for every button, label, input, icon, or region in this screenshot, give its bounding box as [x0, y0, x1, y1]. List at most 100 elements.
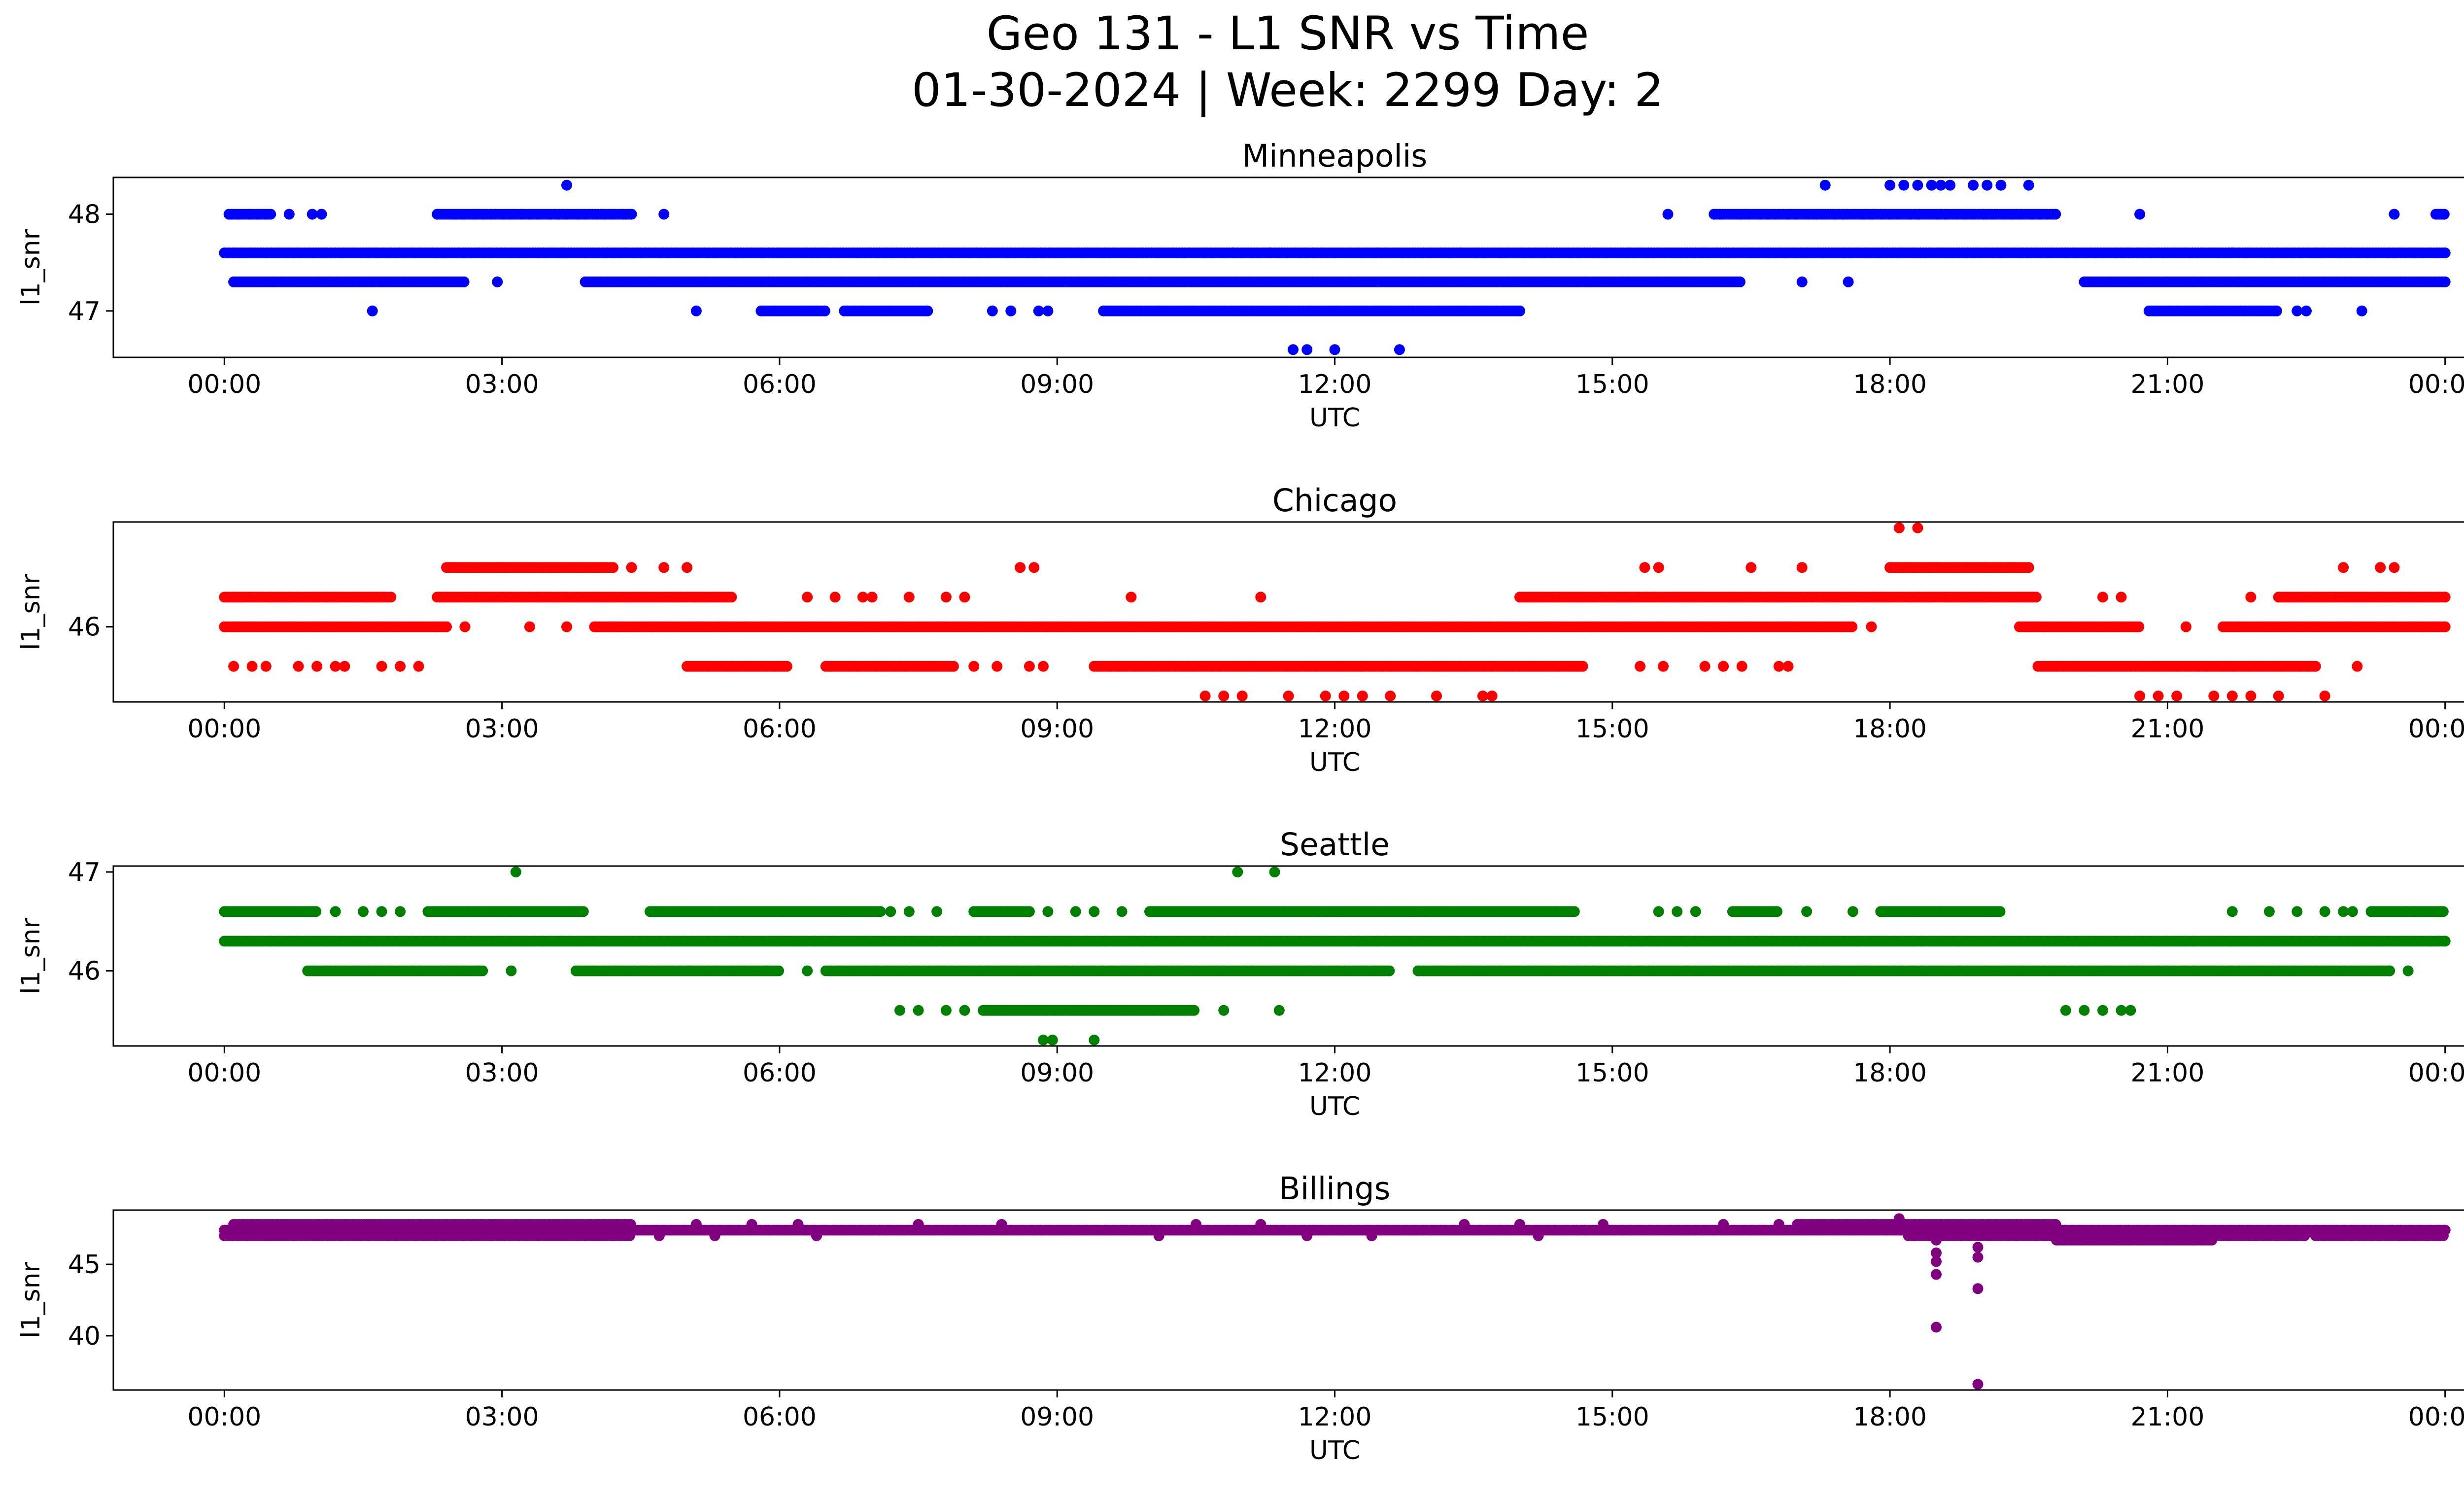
data-point	[441, 621, 452, 632]
data-point	[2439, 621, 2451, 632]
data-point	[819, 305, 830, 316]
data-point	[2338, 562, 2349, 573]
x-tick-label: 09:00	[1020, 370, 1094, 399]
data-point	[1912, 522, 1923, 533]
data-point	[607, 562, 618, 573]
data-point	[1288, 344, 1299, 355]
data-point	[2439, 936, 2451, 947]
data-point	[1639, 562, 1650, 573]
x-tick-label: 06:00	[743, 370, 817, 399]
data-point	[395, 661, 406, 672]
data-point	[2133, 621, 2145, 632]
data-point	[781, 661, 792, 672]
data-point	[1945, 179, 1956, 191]
data-point	[1935, 179, 1947, 191]
data-point	[1893, 522, 1905, 533]
data-point	[1699, 661, 1711, 672]
data-point	[658, 562, 670, 573]
data-point	[682, 562, 693, 573]
data-point	[2356, 305, 2367, 316]
data-point	[1866, 621, 1877, 632]
data-point	[1968, 179, 1979, 191]
data-point	[2375, 562, 2386, 573]
data-point	[940, 591, 952, 603]
data-point	[626, 209, 637, 220]
data-point	[1199, 691, 1211, 701]
data-point	[260, 661, 272, 672]
data-point	[1454, 247, 1465, 259]
x-tick-label: 03:00	[465, 370, 539, 399]
data-point	[330, 661, 341, 672]
data-point	[367, 305, 378, 316]
x-tick-label: 18:00	[1853, 714, 1927, 744]
x-tick-label: 00:00	[187, 714, 261, 744]
scatter-series	[219, 179, 2451, 355]
data-point	[2319, 691, 2330, 701]
x-tick-label: 18:00	[1853, 370, 1927, 399]
data-point	[1301, 344, 1313, 355]
x-axis-label: UTC	[1309, 748, 1360, 777]
data-point	[726, 591, 737, 603]
data-point	[1329, 344, 1340, 355]
data-point	[2439, 276, 2451, 287]
data-point	[376, 661, 387, 672]
data-point	[1773, 661, 1784, 672]
figure-title-line1: Geo 131 - L1 SNR vs Time	[987, 7, 1589, 61]
data-point	[626, 562, 637, 573]
data-point	[2245, 591, 2257, 603]
data-point	[311, 661, 323, 672]
data-point	[2439, 247, 2451, 259]
data-point	[283, 209, 295, 220]
data-point	[1635, 661, 1646, 672]
data-point	[1236, 691, 1248, 701]
data-point	[2271, 305, 2282, 316]
data-point	[1569, 906, 1580, 917]
data-point	[1782, 661, 1794, 672]
x-tick-label: 09:00	[1020, 714, 1094, 744]
y-tick-label: 47	[68, 297, 101, 326]
data-point	[561, 621, 572, 632]
data-point	[922, 305, 933, 316]
data-point	[1745, 562, 1757, 573]
x-axis-label: UTC	[1309, 403, 1360, 433]
data-point	[1796, 276, 1808, 287]
x-tick-label: 00:00	[2408, 370, 2464, 399]
data-point	[2023, 179, 2034, 191]
data-point	[2134, 209, 2146, 220]
data-point	[492, 276, 503, 287]
x-tick-label: 15:00	[1575, 370, 1649, 399]
y-tick-label: 48	[68, 200, 101, 230]
data-point	[1228, 247, 1238, 259]
data-point	[2208, 691, 2220, 701]
data-point	[1898, 179, 1910, 191]
data-point	[1736, 661, 1747, 672]
data-point	[413, 661, 424, 672]
data-point	[310, 906, 322, 917]
data-point	[866, 591, 878, 603]
data-point	[1394, 344, 1405, 355]
data-point	[829, 591, 841, 603]
data-point	[2438, 209, 2450, 220]
data-point	[2153, 691, 2164, 701]
data-point	[875, 906, 886, 917]
data-point	[1038, 661, 1049, 672]
data-point	[607, 621, 618, 632]
data-point	[1843, 276, 1854, 287]
x-tick-label: 21:00	[2130, 370, 2204, 399]
data-point	[1653, 562, 1664, 573]
data-point	[2023, 562, 2034, 573]
data-point	[1320, 691, 1331, 701]
data-point	[1796, 562, 1808, 573]
data-point	[524, 621, 535, 632]
data-point	[2245, 691, 2257, 701]
data-point	[658, 209, 670, 220]
data-point	[802, 591, 813, 603]
data-point	[1734, 276, 1745, 287]
scatter-series	[219, 522, 2451, 701]
data-point	[316, 209, 327, 220]
data-point	[477, 965, 488, 976]
data-point	[1265, 247, 1276, 259]
